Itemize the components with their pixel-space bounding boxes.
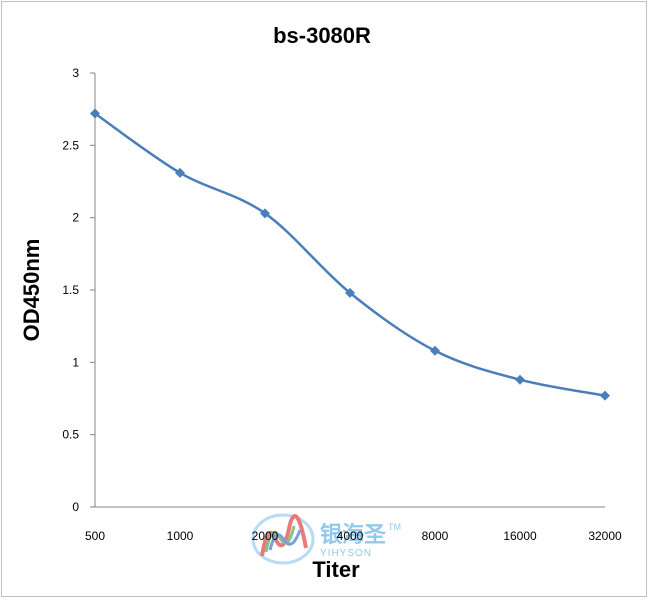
series-layer [90,108,610,401]
data-point-marker [90,108,100,119]
watermark-english: YIHYSON [320,548,372,559]
y-tick-label: 1.5 [62,283,79,297]
data-point-marker [515,374,525,385]
y-tick-label: 0 [72,500,79,514]
y-axis-title: OD450nm [19,239,44,342]
data-point-marker [260,208,270,219]
data-point-marker [600,390,610,401]
y-tick-label: 0.5 [62,428,79,442]
y-tick-label: 2.5 [62,138,79,152]
x-axis-ticks: 500 1000 2000 4000 8000 16000 32000 [85,529,622,543]
data-point-marker [430,345,440,356]
x-tick-label: 16000 [503,529,537,543]
series-line [94,112,606,397]
chart-title: bs-3080R [273,23,371,48]
watermark-tm: TM [388,522,401,532]
data-point-marker [175,167,185,178]
x-tick-label: 8000 [422,529,449,543]
x-tick-label: 1000 [167,529,194,543]
watermark-logo: 银海圣 TM YIHYSON [251,513,401,565]
y-tick-label: 1 [72,355,79,369]
y-tick-label: 2 [72,211,79,225]
x-tick-label: 32000 [588,529,622,543]
y-tick-label: 3 [72,66,79,80]
x-tick-label: 500 [85,529,105,543]
y-axis-ticks: 0 0.5 1 1.5 2 2.5 3 [62,66,95,514]
data-point-marker [345,287,355,298]
x-tick-label: 2000 [252,529,279,543]
watermark-chinese: 银海圣 [320,522,387,548]
x-tick-label: 4000 [337,529,364,543]
x-axis-title: Titer [312,557,360,582]
